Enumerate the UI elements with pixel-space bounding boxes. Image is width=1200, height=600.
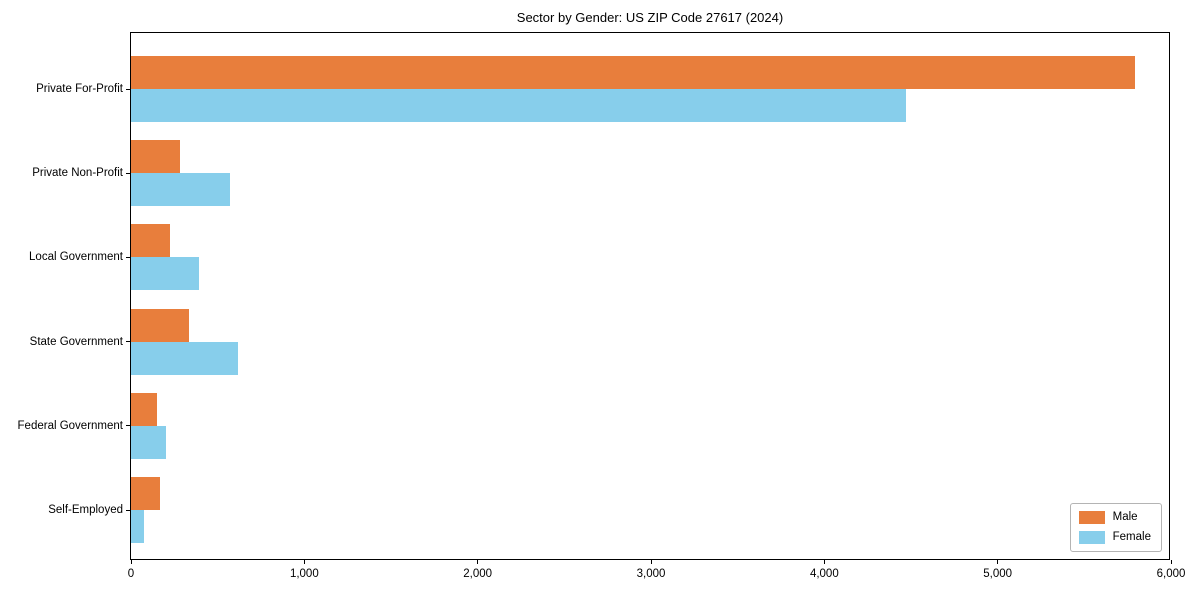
male-swatch-icon [1078, 511, 1105, 524]
bar-male-6 [131, 477, 161, 510]
y-tick-label: Federal Government [17, 419, 123, 432]
y-axis-tick [126, 172, 130, 174]
legend-label: Male [1112, 511, 1138, 523]
bar-female-2 [131, 173, 230, 207]
legend-label: Female [1112, 531, 1151, 543]
y-tick-label: Local Government [29, 251, 123, 264]
chart-title: Sector by Gender: US ZIP Code 27617 (202… [516, 10, 784, 25]
x-tick-label: 3,000 [636, 568, 666, 580]
x-axis-tick [130, 560, 132, 564]
bar-male-3 [131, 224, 170, 258]
y-axis-tick [126, 88, 130, 90]
legend-item-male: Male [1078, 511, 1151, 524]
legend-item-female: Female [1078, 531, 1151, 544]
x-axis-tick [823, 560, 825, 564]
x-axis-tick [1170, 560, 1172, 564]
bar-female-6 [131, 510, 144, 543]
bar-female-1 [131, 89, 906, 122]
y-tick-label: Private For-Profit [36, 83, 123, 95]
bar-female-5 [131, 425, 166, 459]
y-axis-tick [126, 256, 130, 258]
x-tick-label: 5,000 [983, 568, 1013, 580]
x-axis-tick [303, 560, 305, 564]
y-axis-tick [126, 341, 130, 343]
y-axis-tick [126, 425, 130, 427]
y-tick-label: Private Non-Profit [32, 167, 123, 180]
bar-male-2 [131, 140, 180, 174]
bar-female-4 [131, 341, 239, 375]
x-axis-tick [650, 560, 652, 564]
x-axis-tick [477, 560, 479, 564]
y-axis-tick [126, 509, 130, 511]
x-tick-label: 0 [127, 568, 135, 580]
x-tick-label: 6,000 [1156, 568, 1186, 580]
y-tick-label: Self-Employed [48, 504, 123, 516]
x-axis-tick [997, 560, 999, 564]
x-tick-label: 1,000 [289, 568, 319, 580]
female-swatch-icon [1078, 531, 1105, 544]
legend: Male Female [1069, 503, 1162, 552]
plot-area: Male Female Private For-Profit Private No… [18, 32, 1185, 580]
x-tick-label: 2,000 [463, 568, 493, 580]
bar-female-3 [131, 257, 199, 291]
bar-male-4 [131, 308, 190, 342]
x-tick-label: 4,000 [809, 568, 839, 580]
bar-male-5 [131, 392, 157, 426]
y-tick-label: State Government [29, 335, 123, 348]
bar-male-1 [131, 56, 1135, 89]
